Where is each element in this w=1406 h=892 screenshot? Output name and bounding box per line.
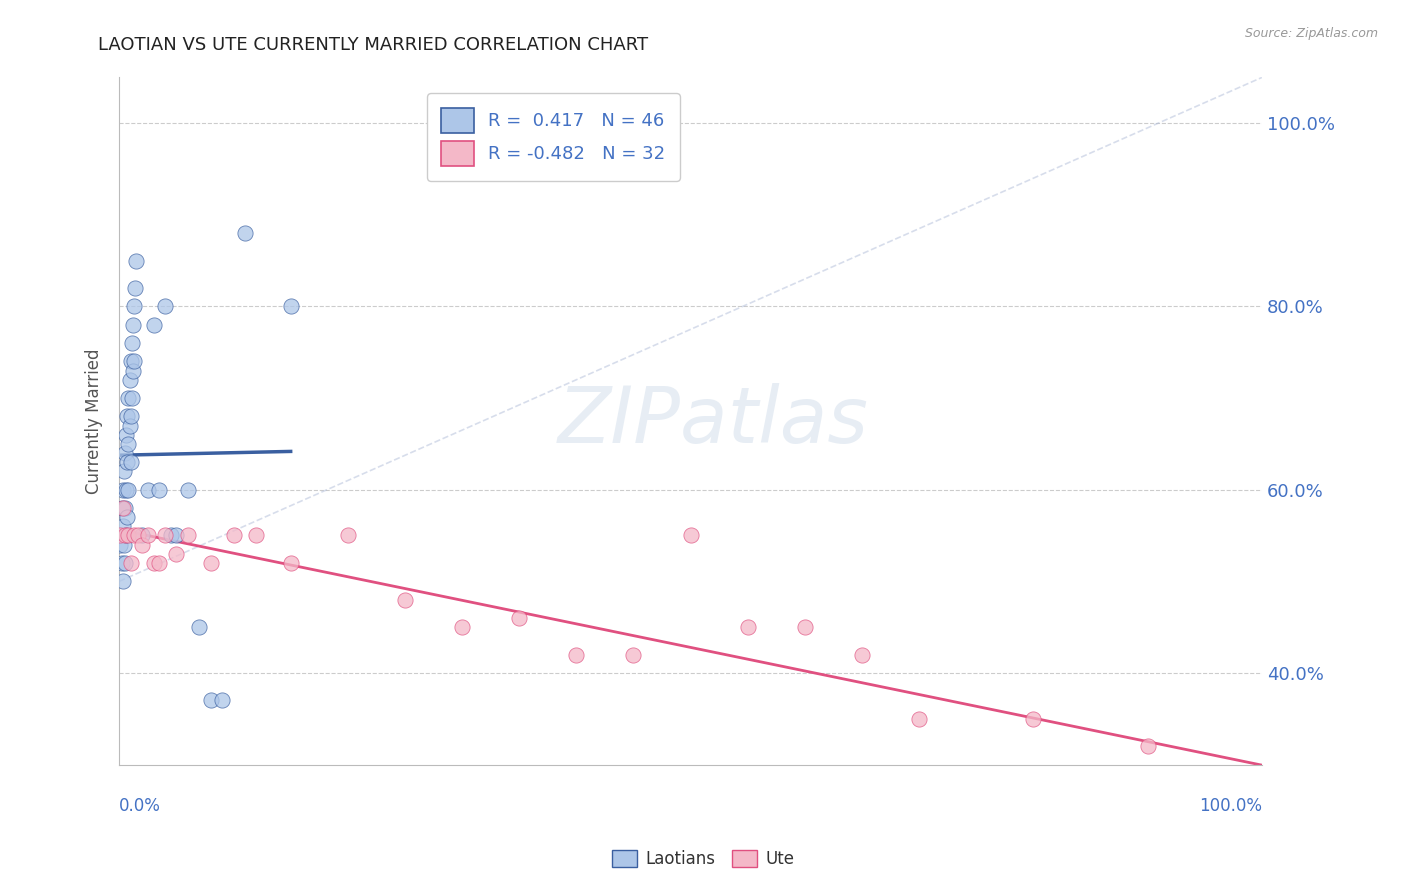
Point [121, 391, 143, 405]
Point [110, 501, 132, 516]
Point [222, 528, 245, 542]
Legend: R =  0.417   N = 46, R = -0.482   N = 32: R = 0.417 N = 46, R = -0.482 N = 32 [427, 94, 681, 180]
Point [679, 528, 702, 542]
Point [565, 648, 588, 662]
Point [110, 538, 132, 552]
Point [1136, 739, 1159, 754]
Point [136, 528, 159, 542]
Point [111, 483, 134, 497]
Point [115, 483, 138, 497]
Point [117, 455, 139, 469]
Point [142, 556, 165, 570]
Point [177, 483, 200, 497]
Point [114, 528, 136, 542]
Point [127, 528, 149, 542]
Point [117, 409, 139, 424]
Text: 0.0%: 0.0% [120, 797, 162, 814]
Point [131, 538, 153, 552]
Point [188, 620, 211, 634]
Point [110, 556, 132, 570]
Point [120, 354, 142, 368]
Point [117, 437, 139, 451]
Point [110, 528, 132, 542]
Point [908, 712, 931, 726]
Point [114, 556, 136, 570]
Text: LAOTIAN VS UTE CURRENTLY MARRIED CORRELATION CHART: LAOTIAN VS UTE CURRENTLY MARRIED CORRELA… [98, 36, 648, 54]
Point [117, 510, 139, 524]
Point [737, 620, 759, 634]
Point [120, 455, 142, 469]
Point [1251, 830, 1274, 845]
Point [120, 556, 142, 570]
Point [118, 418, 141, 433]
Point [111, 519, 134, 533]
Point [451, 620, 474, 634]
Text: Source: ZipAtlas.com: Source: ZipAtlas.com [1244, 27, 1378, 40]
Point [1022, 712, 1045, 726]
Point [165, 547, 187, 561]
Point [394, 592, 416, 607]
Point [122, 318, 145, 332]
Point [111, 501, 134, 516]
Point [120, 409, 142, 424]
Point [117, 528, 139, 542]
Text: ZIPatlas: ZIPatlas [558, 383, 869, 459]
Legend: Laotians, Ute: Laotians, Ute [605, 843, 801, 875]
Point [280, 300, 302, 314]
Point [136, 483, 159, 497]
Point [148, 483, 170, 497]
Point [211, 693, 233, 707]
Point [851, 648, 873, 662]
Point [200, 693, 222, 707]
Point [117, 391, 139, 405]
Point [115, 427, 138, 442]
Point [115, 528, 138, 542]
Point [114, 501, 136, 516]
Point [623, 648, 645, 662]
Point [159, 528, 181, 542]
Y-axis label: Currently Married: Currently Married [86, 348, 103, 494]
Point [122, 354, 145, 368]
Point [336, 528, 359, 542]
Point [122, 300, 145, 314]
Point [112, 538, 135, 552]
Point [117, 483, 139, 497]
Point [114, 446, 136, 460]
Point [508, 611, 530, 625]
Point [124, 281, 146, 295]
Point [111, 574, 134, 589]
Point [200, 556, 222, 570]
Point [122, 528, 145, 542]
Point [153, 528, 176, 542]
Point [125, 253, 148, 268]
Point [122, 363, 145, 377]
Point [177, 528, 200, 542]
Point [245, 528, 267, 542]
Point [118, 373, 141, 387]
Point [280, 556, 302, 570]
Point [233, 226, 256, 240]
Point [131, 528, 153, 542]
Point [153, 300, 176, 314]
Point [793, 620, 815, 634]
Point [165, 528, 187, 542]
Point [142, 318, 165, 332]
Point [112, 464, 135, 478]
Point [121, 336, 143, 351]
Text: 100.0%: 100.0% [1199, 797, 1263, 814]
Point [148, 556, 170, 570]
